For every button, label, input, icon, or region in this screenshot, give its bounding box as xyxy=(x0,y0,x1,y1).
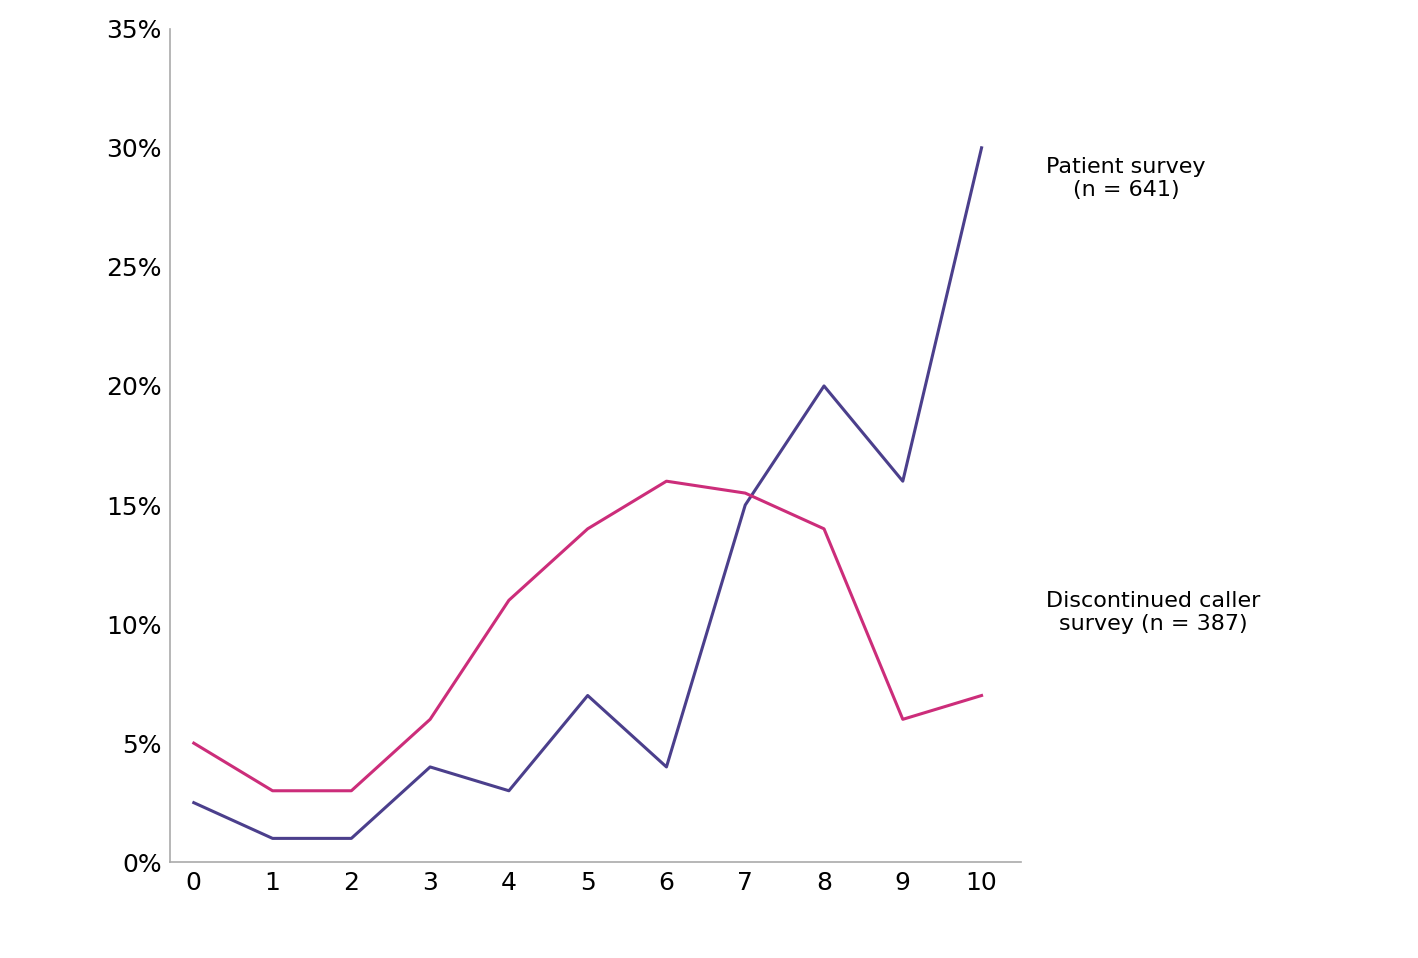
Text: Discontinued caller
survey (n = 387): Discontinued caller survey (n = 387) xyxy=(1046,590,1261,634)
Text: Patient survey
(n = 641): Patient survey (n = 641) xyxy=(1046,157,1205,200)
